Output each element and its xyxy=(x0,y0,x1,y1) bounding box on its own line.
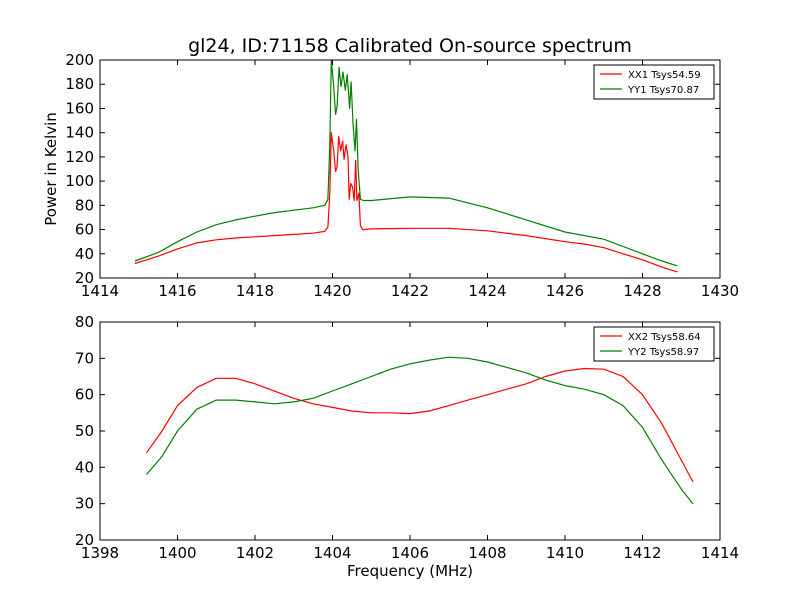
series-line-1-2 xyxy=(134,59,678,267)
y-tick-label: 80 xyxy=(75,313,94,331)
x-tick-label: 1408 xyxy=(468,544,506,562)
x-tick-label: 1414 xyxy=(81,282,119,300)
legend-box xyxy=(593,64,715,100)
legend-label: YY1 Tsys70.87 xyxy=(627,85,699,96)
y-tick-label: 30 xyxy=(75,495,94,513)
y-tick-label: 20 xyxy=(75,531,94,549)
y-tick-label: 60 xyxy=(75,221,94,239)
x-axis-label: Frequency (MHz) xyxy=(347,562,473,580)
x-tick-label: 1422 xyxy=(391,282,429,300)
series-line-2-2 xyxy=(146,356,694,505)
y-axis-label: Power in Kelvin xyxy=(42,112,60,226)
legend: XX2 Tsys58.64 YY2 Tsys58.97 xyxy=(593,326,715,362)
series-line-1-1 xyxy=(134,132,678,273)
y-tick-label: 200 xyxy=(65,51,94,69)
legend-label: XX2 Tsys58.64 xyxy=(628,332,701,343)
x-tick-label: 1410 xyxy=(546,544,584,562)
x-tick-label: 1412 xyxy=(623,544,661,562)
y-tick-label: 40 xyxy=(75,245,94,263)
bottom-spectrum-plot: 1398 1400 1402 1404 1406 1408 1410 1412 1414 20 30… xyxy=(75,313,739,562)
y-tick-label: 160 xyxy=(65,99,94,117)
x-tick-label: 1428 xyxy=(623,282,661,300)
y-tick-label: 20 xyxy=(75,269,94,287)
x-tick-label: 1398 xyxy=(81,544,119,562)
x-tick-label: 1418 xyxy=(236,282,274,300)
y-tick-label: 140 xyxy=(65,124,94,142)
y-tick-label: 80 xyxy=(75,196,94,214)
x-tick-label: 1426 xyxy=(546,282,584,300)
x-tick-label: 1430 xyxy=(701,282,739,300)
y-tick-label: 100 xyxy=(65,172,94,190)
x-tick-label: 1400 xyxy=(158,544,196,562)
x-tick-label: 1420 xyxy=(313,282,351,300)
x-tick-label: 1404 xyxy=(313,544,351,562)
x-tick-label: 1416 xyxy=(158,282,196,300)
legend-box xyxy=(593,326,715,362)
x-tick-label: 1414 xyxy=(701,544,739,562)
legend-label: YY2 Tsys58.97 xyxy=(627,347,699,358)
legend: XX1 Tsys54.59 YY1 Tsys70.87 xyxy=(593,64,715,100)
y-tick-label: 70 xyxy=(75,349,94,367)
x-tick-label: 1424 xyxy=(468,282,506,300)
legend-label: XX1 Tsys54.59 xyxy=(628,70,701,81)
y-tick-label: 40 xyxy=(75,458,94,476)
x-tick-label: 1406 xyxy=(391,544,429,562)
top-spectrum-plot: 1414 1416 1418 1420 1422 1424 1426 1428 1430 20 40… xyxy=(65,51,739,300)
y-tick-label: 180 xyxy=(65,75,94,93)
figure-title: gl24, ID:71158 Calibrated On-source spec… xyxy=(188,35,632,57)
x-tick-label: 1402 xyxy=(236,544,274,562)
series-line-2-1 xyxy=(146,367,694,483)
y-tick-label: 120 xyxy=(65,148,94,166)
y-tick-label: 60 xyxy=(75,386,94,404)
y-tick-label: 50 xyxy=(75,422,94,440)
